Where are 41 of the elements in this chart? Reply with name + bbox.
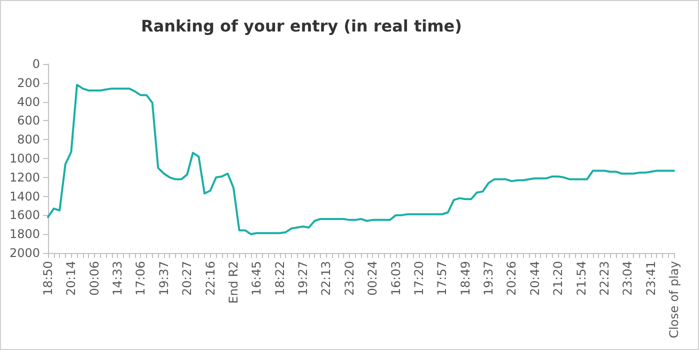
x-tick-label: 00:24 — [366, 261, 380, 296]
x-tick-label: 20:27 — [180, 261, 194, 296]
x-tick-label: 18:50 — [41, 261, 55, 296]
x-tick-label: 17:06 — [134, 261, 148, 296]
y-tick-label: 1000 — [9, 152, 40, 166]
x-tick-label: 20:44 — [528, 261, 542, 296]
x-tick-label: 00:06 — [87, 261, 102, 296]
y-tick-label: 1600 — [9, 208, 40, 222]
y-tick-label: 1800 — [9, 227, 40, 242]
x-tick-label: 17:57 — [435, 261, 450, 296]
y-tick-label: 1200 — [9, 170, 40, 184]
x-tick-label: 14:33 — [110, 261, 125, 296]
y-tick-label: 200 — [17, 76, 40, 90]
x-tick-label: 18:22 — [272, 261, 287, 296]
x-tick-label: 21:20 — [551, 261, 566, 296]
x-tick-label: 19:37 — [156, 261, 171, 296]
x-tick-label: 22:23 — [597, 261, 612, 296]
x-tick-label: 23:41 — [644, 261, 658, 296]
x-tick-label: 16:45 — [250, 261, 264, 296]
x-tick-label: 23:04 — [620, 261, 635, 296]
x-tick-label: 19:27 — [296, 261, 310, 296]
y-tick-label: 800 — [17, 132, 40, 147]
y-tick-label: 0 — [32, 57, 40, 71]
x-tick-label: 17:20 — [412, 261, 426, 296]
chart-title: Ranking of your entry (in real time) — [141, 16, 462, 36]
x-tick-label: 23:20 — [342, 261, 356, 296]
x-tick-label: 21:54 — [574, 261, 588, 296]
y-tick-label: 400 — [17, 94, 40, 109]
x-tick-label: 18:49 — [458, 261, 472, 296]
y-tick-label: 600 — [17, 114, 40, 128]
y-tick-label: 2000 — [9, 246, 40, 260]
x-tick-label: 19:37 — [482, 261, 496, 296]
x-tick-label: 22:13 — [319, 261, 334, 296]
x-tick-label: 16:03 — [388, 261, 403, 296]
y-tick-label: 1400 — [9, 189, 40, 204]
x-tick-label: End R2 — [226, 261, 240, 304]
x-tick-label: 20:26 — [504, 261, 519, 296]
x-tick-label: 22:16 — [203, 261, 218, 296]
line-series — [47, 84, 675, 236]
x-tick-label: 20:14 — [64, 261, 78, 296]
x-tick-label: Close of play — [667, 261, 681, 338]
